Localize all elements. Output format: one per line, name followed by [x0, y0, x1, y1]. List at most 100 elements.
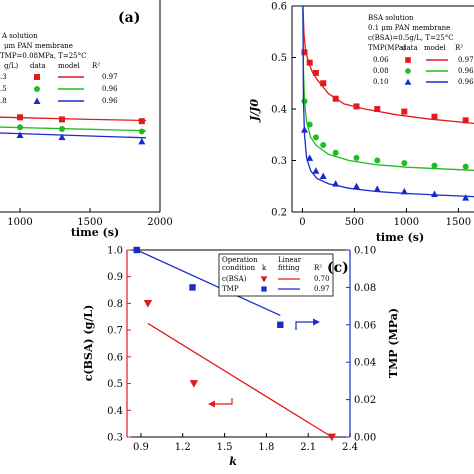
legend-a-r2: 0.97	[102, 73, 118, 81]
y-tick-label-b: 0.2	[271, 208, 287, 219]
data-point-b	[374, 106, 381, 112]
x-tick-label-b: 1500	[446, 217, 471, 228]
y-tick-label-c: 0.3	[107, 433, 123, 444]
data-point-b	[301, 49, 308, 56]
data-point-b	[319, 172, 327, 179]
data-point-b	[352, 182, 360, 190]
y-tick-label-b: 0.5	[271, 53, 287, 64]
data-point-b	[332, 95, 339, 102]
data-point-b	[373, 185, 381, 192]
legend-a-marker	[34, 74, 40, 80]
fit-line-cbsa	[147, 322, 333, 438]
legend-c-label: TMP	[222, 285, 239, 293]
data-point-b	[320, 80, 327, 87]
y-tick-label-c: 0.8	[107, 299, 123, 310]
legend-a-r2: 0.96	[102, 85, 118, 93]
legend-b-header: TMP(MPa)	[368, 44, 406, 52]
data-point-b	[306, 121, 313, 128]
data-point-cbsa	[189, 380, 199, 388]
data-point-b	[462, 163, 469, 170]
chart-a: 1000 1500 2000 time (s) A solution μm PAN mem…	[0, 0, 173, 239]
legend-a-line: μm PAN membrane	[4, 42, 73, 50]
data-point-b	[462, 194, 470, 201]
x-tick-label-a: 1500	[77, 217, 102, 228]
legend-b-label: 0.08	[373, 67, 389, 75]
data-point-b	[301, 98, 308, 105]
y2-tick-label-c: 0.08	[354, 283, 376, 294]
legend-a-line: A solution	[1, 32, 38, 40]
x-tick-label-b: 0	[299, 217, 305, 228]
data-point-b	[462, 117, 469, 124]
data-point-b	[306, 59, 313, 66]
y-tick-label-c: 0.4	[107, 406, 123, 417]
panel-label-c: (c)	[327, 260, 349, 276]
legend-a-label: .8	[0, 97, 7, 105]
data-point-b	[401, 160, 408, 167]
data-point-b	[430, 190, 438, 197]
data-point-b	[312, 167, 320, 174]
fit-line-tmp	[136, 249, 281, 317]
legend-b-header: model	[424, 44, 446, 52]
y-tick-label-b: 0.6	[271, 2, 287, 13]
x-tick-label-b: 500	[345, 217, 364, 228]
legend-b-marker	[404, 78, 412, 85]
legend-b-marker	[405, 57, 411, 63]
x-axis-label-b: time (s)	[376, 231, 424, 244]
y-tick-label-c: 1.0	[107, 246, 123, 257]
data-point-cbsa	[143, 300, 153, 308]
y-tick-label-c: 0.5	[107, 379, 123, 390]
legend-a-r2: 0.96	[102, 97, 118, 105]
legend-c-header: Operation	[222, 256, 258, 264]
data-point-tmp	[277, 321, 284, 328]
y-tick-label-c: 0.6	[107, 352, 123, 363]
data-point-b	[320, 142, 327, 149]
x-tick-label-b: 1000	[394, 217, 419, 228]
x-tick-label-a: 2000	[147, 217, 172, 228]
legend-b-r2: 0.97	[458, 56, 474, 64]
legend-b-header: data	[402, 44, 418, 52]
legend-a-label: .3	[0, 73, 7, 81]
y-axis-label-b: J/J0	[248, 99, 261, 123]
legend-b-header: R²	[455, 44, 463, 52]
data-point-b	[332, 180, 340, 187]
y2-tick-label-c: 0.00	[354, 433, 376, 444]
legend-b-r2: 0.96	[458, 67, 474, 75]
data-point-a	[17, 114, 23, 121]
model-curve-b	[302, 6, 474, 171]
data-point-a	[58, 133, 66, 141]
legend-c-marker	[260, 276, 268, 283]
arrow-right-c	[295, 321, 314, 330]
legend-b-line: 0.1 μm PAN membrane	[368, 24, 450, 32]
data-point-a	[138, 128, 145, 135]
legend-a-marker	[33, 97, 41, 104]
data-point-tmp	[189, 284, 196, 291]
arrow-left-c	[214, 398, 233, 405]
data-point-a	[17, 124, 23, 131]
data-point-b	[300, 126, 308, 133]
legend-b-r2: 0.96	[458, 78, 474, 86]
legend-b-marker	[405, 68, 411, 74]
y-tick-label-b: 0.3	[271, 156, 287, 167]
legend-a-header: data	[30, 62, 46, 70]
y-axis-label-c: c(BSA) (g/L)	[82, 305, 95, 382]
legend-c-header: R²	[314, 264, 322, 272]
data-point-b	[353, 154, 360, 161]
legend-c-header: fitting	[278, 264, 300, 272]
legend-a-label: .5	[0, 85, 7, 93]
chart-b: 0.2 0.3 0.4 0.5 0.6 0 500 1000 1500 time (s) J/J0 B…	[248, 2, 474, 244]
data-point-b	[374, 157, 381, 164]
y2-tick-label-c: 0.04	[354, 358, 376, 369]
data-point-b	[431, 113, 438, 120]
data-point-b	[332, 149, 339, 156]
data-point-b	[431, 162, 438, 169]
legend-b-label: 0.06	[373, 56, 389, 64]
y2-tick-label-c: 0.02	[354, 395, 376, 406]
y2-axis-label-c: TMP (MPa)	[387, 308, 400, 378]
legend-b-label: 0.10	[373, 78, 389, 86]
legend-c-r2: 0.70	[314, 275, 330, 283]
model-curve-b	[302, 6, 474, 125]
data-point-b	[353, 103, 360, 110]
legend-c-label: c(BSA)	[222, 275, 247, 283]
data-point-a	[138, 118, 145, 125]
